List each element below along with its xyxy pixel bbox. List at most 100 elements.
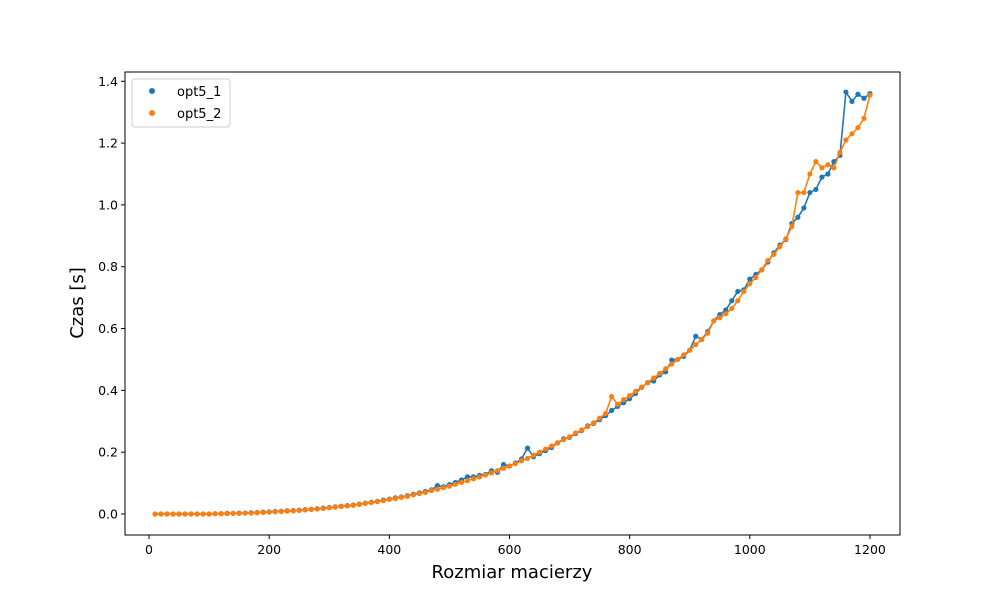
data-point-opt5-2 [434,486,440,492]
data-point-opt5-2 [512,461,519,467]
data-point-opt5-2 [627,393,633,399]
data-point-opt5-2 [476,474,483,480]
data-point-opt5-1 [693,333,699,339]
data-point-opt5-2 [615,401,621,407]
data-point-opt5-2 [302,507,308,513]
data-point-opt5-2 [705,330,711,336]
data-point-opt5-2 [747,281,753,287]
legend-label-opt5-1: opt5_1 [177,85,221,100]
data-point-opt5-1 [747,276,753,282]
data-point-opt5-2 [170,511,176,517]
data-point-opt5-2 [398,494,404,500]
data-point-opt5-2 [152,511,158,517]
data-point-opt5-1 [819,174,825,180]
data-point-opt5-2 [350,502,356,508]
data-point-opt5-2 [717,315,723,321]
data-point-opt5-2 [530,452,537,458]
data-point-opt5-2 [657,370,663,376]
data-point-opt5-2 [392,495,398,502]
data-point-opt5-2 [284,508,290,514]
y-tick-label: 0.8 [98,259,118,274]
data-point-opt5-2 [446,483,453,489]
data-point-opt5-2 [386,496,392,503]
x-tick-label: 400 [377,542,401,557]
x-tick-label: 200 [257,542,281,557]
data-point-opt5-2 [849,131,855,137]
data-point-opt5-2 [200,511,206,517]
data-point-opt5-2 [669,361,675,367]
x-tick-label: 0 [145,542,153,557]
y-tick-label: 0.4 [98,383,118,398]
data-point-opt5-2 [422,489,428,495]
data-point-opt5-2 [290,508,296,514]
data-point-opt5-2 [795,189,801,196]
data-point-opt5-2 [182,511,188,517]
series-opt5-2 [152,92,873,517]
data-point-opt5-2 [771,251,777,257]
data-point-opt5-2 [380,498,386,504]
data-point-opt5-2 [645,380,651,386]
data-point-opt5-2 [314,506,320,512]
data-point-opt5-2 [254,510,260,516]
data-point-opt5-2 [633,388,639,394]
data-point-opt5-2 [807,171,813,177]
data-point-opt5-2 [603,410,609,417]
series-layer [152,89,873,517]
data-point-opt5-2 [338,503,344,510]
data-point-opt5-2 [206,511,212,517]
y-axis-label: Czas [s] [67,267,88,339]
data-point-opt5-2 [518,458,525,464]
data-point-opt5-1 [843,89,849,95]
data-point-opt5-2 [320,505,326,512]
y-tick-label: 1.0 [98,197,118,212]
y-tick-label: 0.2 [98,445,118,460]
data-point-opt5-2 [813,159,819,165]
data-point-opt5-2 [566,434,573,440]
data-point-opt5-2 [212,511,218,517]
data-point-opt5-2 [831,165,837,171]
legend: opt5_1 opt5_2 [131,78,231,128]
y-tick-label: 0.6 [98,321,118,336]
data-point-opt5-2 [723,311,729,317]
x-tick-label: 1000 [734,542,766,557]
data-point-opt5-2 [789,223,795,230]
data-point-opt5-2 [218,511,224,517]
data-point-opt5-1 [723,307,729,313]
y-tick-label: 1.2 [98,136,118,151]
data-point-opt5-1 [524,445,531,451]
data-point-opt5-2 [639,384,645,390]
data-point-opt5-2 [651,375,657,381]
x-axis-label: Rozmiar macierzy [432,562,593,583]
data-point-opt5-2 [458,479,465,486]
data-point-opt5-2 [470,476,477,482]
data-point-opt5-2 [272,509,278,515]
y-tick-label: 1.4 [98,74,118,89]
data-point-opt5-2 [236,510,242,516]
data-point-opt5-2 [621,397,627,403]
data-point-opt5-2 [735,298,741,304]
data-point-opt5-2 [801,189,807,196]
data-point-opt5-2 [578,427,585,433]
data-point-opt5-2 [585,423,591,430]
data-point-opt5-1 [669,357,675,363]
data-point-opt5-2 [194,511,200,517]
data-point-opt5-2 [777,244,783,250]
x-tick-label: 1200 [854,542,886,557]
data-point-opt5-2 [428,487,434,494]
data-point-opt5-2 [326,505,332,511]
data-point-opt5-2 [452,481,459,487]
axes-frame [124,71,901,536]
data-point-opt5-2 [248,510,254,516]
data-point-opt5-1 [825,171,831,177]
data-point-opt5-2 [855,125,861,131]
data-point-opt5-2 [416,490,422,497]
data-point-opt5-2 [687,347,693,353]
data-point-opt5-2 [675,356,681,363]
data-point-opt5-2 [440,485,447,491]
data-point-opt5-2 [242,510,248,516]
legend-entry-opt5-2: opt5_2 [149,107,221,122]
data-point-opt5-1 [813,186,819,193]
legend-entry-opt5-1: opt5_1 [149,85,221,100]
data-point-opt5-2 [861,115,867,121]
